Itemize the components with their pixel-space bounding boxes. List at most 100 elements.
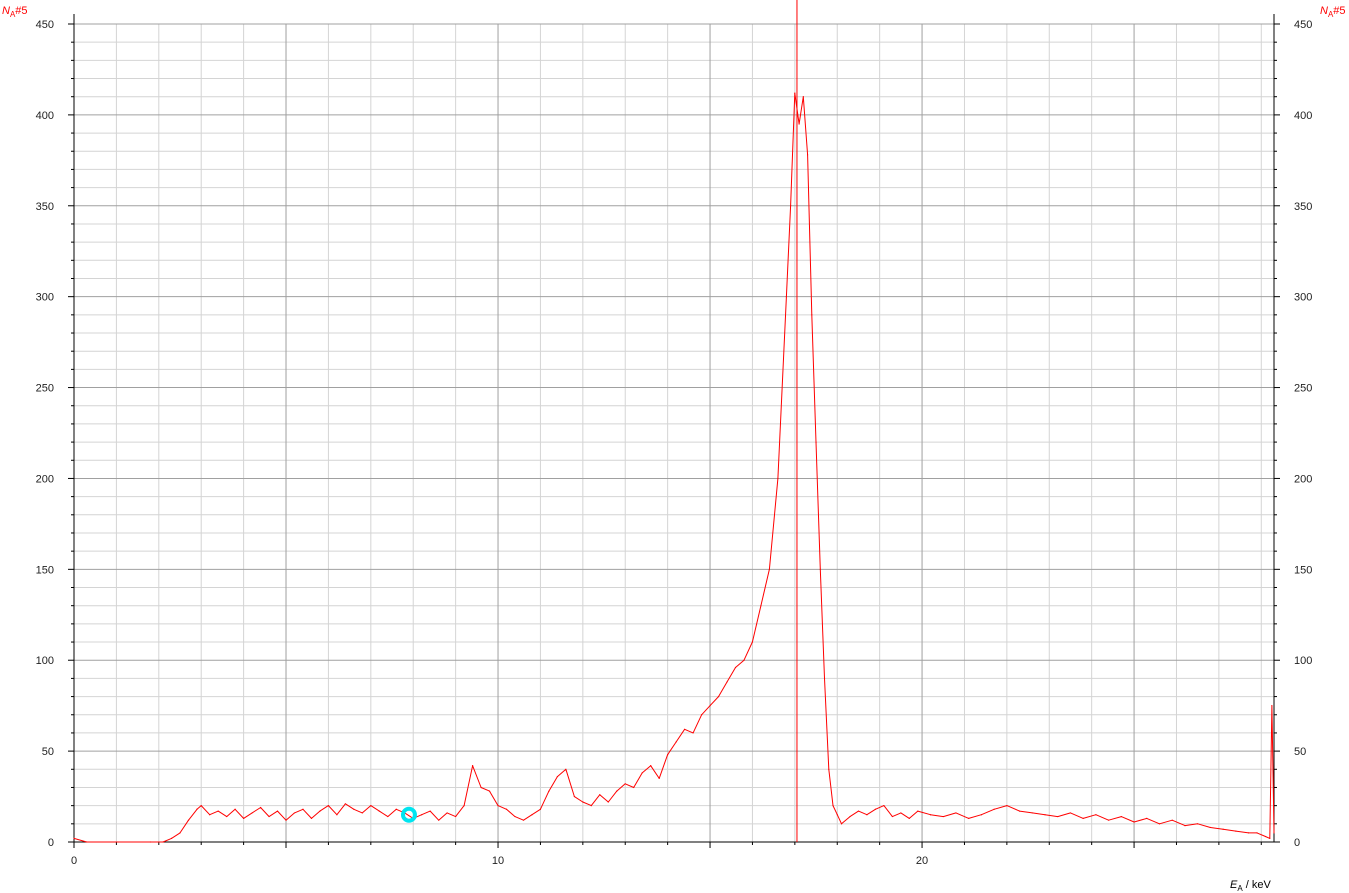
x-axis-title-sub: A bbox=[1237, 884, 1243, 893]
spectrum-point bbox=[692, 732, 694, 734]
spectrum-point bbox=[658, 777, 660, 779]
spectrum-point bbox=[743, 659, 745, 661]
spectrum-point bbox=[823, 677, 826, 680]
y-tick-label-right: 50 bbox=[1294, 746, 1306, 758]
spectrum-point bbox=[480, 786, 482, 789]
y-tick-label-right: 200 bbox=[1294, 473, 1312, 485]
spectrum-point bbox=[1197, 823, 1199, 825]
spectrum-point bbox=[196, 808, 198, 810]
spectrum-point bbox=[421, 814, 423, 816]
spectrum-point bbox=[955, 812, 957, 814]
spectrum-point bbox=[548, 790, 550, 792]
spectrum-point bbox=[1222, 828, 1224, 830]
spectrum-point bbox=[641, 772, 643, 774]
spectrum-point bbox=[327, 805, 330, 807]
y-tick-label-left: 100 bbox=[36, 655, 54, 667]
spectrum-point bbox=[709, 705, 711, 707]
y-tick-label-right: 300 bbox=[1294, 292, 1312, 304]
spectrum-point bbox=[463, 805, 465, 807]
spectrum-point bbox=[734, 666, 737, 669]
spectrum-point bbox=[802, 96, 804, 98]
spectrum-point bbox=[777, 477, 779, 480]
spectrum-point bbox=[226, 815, 228, 818]
spectrum-point bbox=[285, 819, 287, 821]
spectrum-point bbox=[1256, 832, 1258, 834]
spectrum-point bbox=[251, 812, 253, 814]
spectrum-point bbox=[700, 714, 703, 716]
spectrum-point bbox=[395, 808, 397, 810]
spectrum-point bbox=[667, 754, 669, 756]
spectrum-point bbox=[607, 801, 609, 803]
spectrum-point bbox=[760, 605, 762, 607]
spectrum-point bbox=[633, 786, 635, 789]
spectrum-point bbox=[751, 641, 754, 643]
spectrum-point bbox=[929, 814, 932, 816]
major-grid bbox=[74, 23, 1274, 842]
y-tick-label-left: 350 bbox=[36, 201, 54, 213]
spectrum-point bbox=[505, 808, 508, 810]
y-axis-title-sub: A bbox=[10, 10, 16, 19]
spectrum-point bbox=[217, 810, 219, 812]
spectrum-point bbox=[471, 765, 474, 767]
spectrum-point bbox=[857, 810, 860, 812]
y-tick-label-left: 0 bbox=[48, 837, 54, 849]
spectrum-point bbox=[1264, 835, 1267, 838]
spectrum-point bbox=[302, 808, 304, 810]
x-axis-title-suffix: / keV bbox=[1243, 879, 1272, 891]
spectrum-point bbox=[276, 810, 279, 812]
y-axis-title-suffix: #5 bbox=[15, 5, 27, 17]
spectrum-point bbox=[582, 801, 584, 803]
spectrum-point bbox=[968, 817, 970, 819]
spectrum-point bbox=[446, 812, 448, 814]
spectrum-point bbox=[993, 808, 995, 810]
spectrum-point bbox=[794, 92, 796, 94]
spectrum-point bbox=[179, 832, 181, 834]
spectrum-point bbox=[1018, 810, 1021, 812]
spectrum-point bbox=[387, 815, 389, 818]
y-tick-label-left: 450 bbox=[36, 19, 54, 31]
spectrum-point bbox=[1171, 819, 1173, 821]
spectrum-point bbox=[1133, 821, 1135, 823]
spectrum-point bbox=[1057, 815, 1059, 818]
spectrum-point bbox=[684, 728, 686, 730]
x-tick-label: 0 bbox=[71, 855, 77, 867]
spectrum-point bbox=[900, 812, 902, 814]
spectrum-point bbox=[819, 568, 821, 570]
spectrum-point bbox=[344, 803, 346, 805]
spectrum-point bbox=[1069, 812, 1072, 814]
spectrum-point bbox=[438, 819, 440, 821]
spectrum-point bbox=[874, 808, 877, 810]
spectrum-point bbox=[200, 805, 202, 807]
spectrum-point bbox=[616, 790, 618, 792]
y-tick-label-left: 150 bbox=[36, 564, 54, 576]
spectrum-point bbox=[726, 681, 728, 683]
spectrum-point bbox=[209, 814, 211, 816]
spectrum-point bbox=[1120, 815, 1122, 818]
spectrum-point bbox=[806, 154, 809, 156]
spectrum-point bbox=[234, 808, 236, 810]
data-series bbox=[73, 92, 1275, 843]
spectrum-point bbox=[1235, 830, 1237, 832]
spectrum-point bbox=[717, 695, 720, 698]
spectrum-point bbox=[942, 815, 944, 818]
spectrum-point bbox=[1031, 812, 1033, 814]
y-tick-label-left: 300 bbox=[36, 292, 54, 304]
spectrum-point bbox=[624, 783, 626, 785]
spectrum-point bbox=[866, 814, 868, 816]
x-axis-title: EA / keV bbox=[1230, 879, 1271, 893]
spectrum-point bbox=[891, 815, 893, 818]
spectrum-point bbox=[1209, 826, 1211, 829]
spectrum-point bbox=[336, 814, 338, 816]
spectrum-point bbox=[1006, 805, 1008, 807]
spectrum-point bbox=[849, 815, 851, 818]
y-axis-title-main: N bbox=[2, 5, 10, 17]
x-tick-label: 10 bbox=[492, 855, 504, 867]
spectrum-point bbox=[378, 810, 380, 812]
spectrum-point bbox=[539, 808, 542, 810]
spectrum-point bbox=[798, 123, 800, 125]
plot-area-frame bbox=[73, 14, 1275, 843]
spectrum-point bbox=[790, 205, 792, 207]
spectrum-point bbox=[573, 795, 575, 798]
